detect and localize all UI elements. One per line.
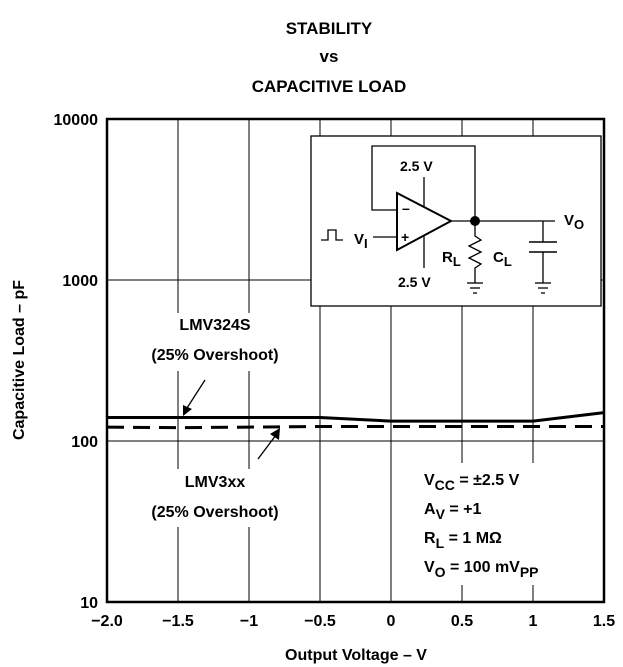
y-tick-label: 10 xyxy=(80,595,98,612)
y-axis-ticks: 10 100 1000 10000 xyxy=(54,112,99,612)
x-tick-label: −1.5 xyxy=(162,613,194,630)
y-tick-label: 1000 xyxy=(62,273,98,290)
plot-frame xyxy=(105,117,606,604)
y-tick-label: 100 xyxy=(71,434,98,451)
x-tick-label: −2.0 xyxy=(91,613,123,630)
condition-av: AV = +1 xyxy=(424,501,481,522)
annotation-lmv3xx-line-2: (25% Overshoot) xyxy=(151,504,278,521)
y-tick-label: 10000 xyxy=(54,112,99,129)
square-pulse-icon xyxy=(321,229,343,241)
resistor-rl-symbol xyxy=(467,221,483,283)
test-circuit-inset: – + 2.5 V 2.5 V VI VO RL CL xyxy=(310,135,602,307)
annotation-lmv3xx-arrowhead xyxy=(270,428,280,440)
annotation-lmv3xx-line-1: LMV3xx xyxy=(185,474,246,491)
conditions-block: VCC = ±2.5 V AV = +1 RL = 1 MΩ VO = 100 … xyxy=(418,463,590,585)
annotation-lmv3xx-bg xyxy=(125,469,305,527)
annotation-lmv324s-line-1: LMV324S xyxy=(179,317,250,334)
x-tick-label: 0.5 xyxy=(451,613,473,630)
feedback-wire xyxy=(371,145,476,221)
opamp-plus-label: + xyxy=(401,229,409,245)
annotation-lmv324s-line-2: (25% Overshoot) xyxy=(151,347,278,364)
y-axis-label: Capacitive Load – pF xyxy=(11,280,28,440)
x-tick-label: 1.5 xyxy=(593,613,615,630)
annotation-lmv324s-arrow xyxy=(186,379,206,409)
series-line-solid xyxy=(107,411,605,423)
chart-title-line-2: vs xyxy=(320,47,339,66)
vi-label: VI xyxy=(354,231,368,251)
condition-rl: RL = 1 MΩ xyxy=(424,530,502,551)
rl-label: RL xyxy=(442,249,461,269)
vo-label: VO xyxy=(564,212,584,232)
opamp-minus-label: – xyxy=(402,200,410,216)
cl-label: CL xyxy=(493,249,512,269)
annotation-lmv3xx: LMV3xx (25% Overshoot) xyxy=(125,428,305,527)
condition-vo: VO = 100 mVPP xyxy=(424,559,539,580)
condition-vcc: VCC = ±2.5 V xyxy=(424,472,520,493)
x-tick-label: 0 xyxy=(387,613,396,630)
annotation-lmv324s-arrowhead xyxy=(183,405,192,416)
chart-title-line-1: STABILITY xyxy=(286,19,373,38)
x-axis-label: Output Voltage – V xyxy=(285,647,427,664)
x-tick-label: −0.5 xyxy=(304,613,336,630)
series-group xyxy=(106,411,605,430)
supply-bottom-label: 2.5 V xyxy=(398,274,431,290)
series-line-dashed xyxy=(106,425,604,430)
annotation-lmv324s-bg xyxy=(125,313,305,371)
conditions-bg xyxy=(418,463,590,585)
annotation-lmv324s: LMV324S (25% Overshoot) xyxy=(125,313,305,416)
annotation-lmv3xx-arrow xyxy=(257,434,277,460)
x-tick-label: 1 xyxy=(529,613,538,630)
supply-top-label: 2.5 V xyxy=(400,158,433,174)
x-axis-ticks: −2.0 −1.5 −1 −0.5 0 0.5 1 1.5 xyxy=(91,613,615,630)
x-tick-label: −1 xyxy=(240,613,258,630)
chart-title-line-3: CAPACITIVE LOAD xyxy=(252,77,407,96)
